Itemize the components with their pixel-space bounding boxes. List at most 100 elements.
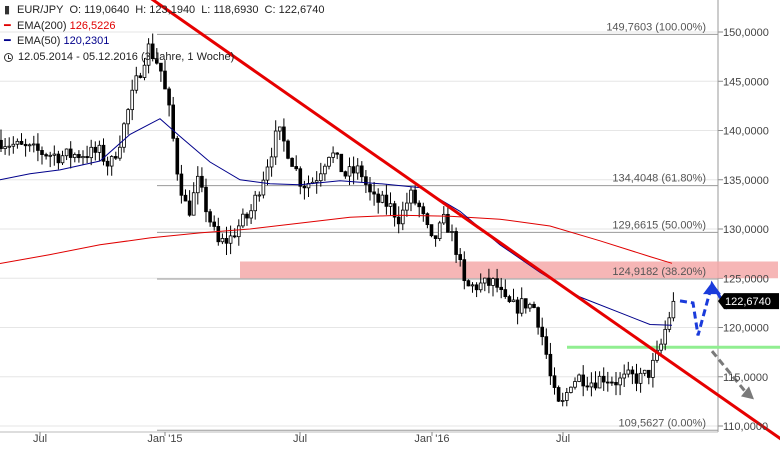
candle bbox=[282, 118, 286, 152]
candle bbox=[85, 145, 89, 164]
candle bbox=[273, 120, 278, 165]
candle bbox=[573, 377, 577, 390]
candle bbox=[540, 317, 544, 346]
candle bbox=[380, 190, 385, 204]
candle bbox=[450, 224, 454, 242]
candle bbox=[454, 227, 458, 263]
legend-open: 119,0640 bbox=[84, 4, 130, 16]
candle bbox=[565, 387, 569, 407]
legend-ema200-label: EMA(200) bbox=[17, 19, 67, 32]
candle bbox=[167, 86, 171, 117]
legend-ema200-row: ━ EMA(200) 126,5226 bbox=[4, 19, 324, 35]
candle bbox=[618, 372, 622, 396]
forecast-up-arrowhead bbox=[703, 282, 721, 295]
candle bbox=[269, 147, 274, 177]
candle bbox=[614, 371, 618, 396]
candle bbox=[671, 292, 676, 322]
candle bbox=[630, 366, 635, 385]
candle bbox=[421, 202, 426, 222]
candle bbox=[474, 282, 479, 298]
candle bbox=[15, 138, 20, 149]
forecast-down-arrowhead bbox=[741, 386, 754, 400]
legend-ema50-row: ━ EMA(50) 120,2301 bbox=[4, 34, 324, 50]
last-price-tag: 122,6740 bbox=[718, 293, 779, 310]
candle bbox=[306, 175, 311, 197]
candle bbox=[175, 135, 180, 181]
candle bbox=[458, 248, 462, 267]
zones bbox=[157, 33, 780, 431]
candle bbox=[253, 190, 258, 220]
candle bbox=[44, 152, 48, 160]
legend-ema200-value: 126,5226 bbox=[69, 19, 116, 32]
axis-labels: 110,0000 115,0000 120,0000 125,0000 130,0000… bbox=[33, 21, 779, 445]
candle bbox=[556, 385, 561, 403]
candle bbox=[331, 146, 335, 164]
indicator-lines bbox=[0, 0, 780, 441]
candles bbox=[0, 33, 676, 407]
candle bbox=[236, 219, 241, 246]
candle bbox=[499, 277, 503, 299]
candle bbox=[560, 392, 565, 407]
fib-level-label: 149,7603 (100.00%) bbox=[606, 21, 706, 33]
legend-close-label: C: bbox=[264, 4, 276, 16]
candle bbox=[491, 277, 495, 297]
fib-level-label: 134,4048 (61.80%) bbox=[612, 173, 706, 185]
candle bbox=[294, 155, 298, 172]
candle bbox=[314, 171, 319, 194]
candle bbox=[409, 186, 413, 212]
candle bbox=[524, 298, 528, 314]
candle bbox=[400, 201, 405, 231]
candle bbox=[159, 62, 163, 82]
candle bbox=[19, 133, 24, 145]
candle bbox=[392, 200, 397, 227]
candle bbox=[56, 150, 61, 170]
candle bbox=[298, 166, 303, 195]
ema200-line-icon: ━ bbox=[4, 19, 11, 32]
candle bbox=[163, 60, 167, 90]
candle bbox=[286, 139, 290, 160]
legend-low: 118,6930 bbox=[213, 4, 259, 16]
candle bbox=[659, 338, 663, 355]
candle bbox=[466, 279, 471, 287]
candle bbox=[384, 184, 389, 215]
candle bbox=[355, 158, 360, 180]
candle bbox=[200, 167, 204, 193]
candle bbox=[647, 369, 651, 385]
y-tick-label: 135,0000 bbox=[723, 175, 769, 187]
candle bbox=[482, 277, 487, 292]
legend-close: 122,6740 bbox=[278, 4, 325, 16]
x-tick-label: Jan '15 bbox=[147, 433, 182, 445]
candle bbox=[519, 287, 524, 317]
candle bbox=[126, 108, 130, 135]
y-tick-label: 130,0000 bbox=[723, 224, 769, 236]
candle bbox=[487, 268, 491, 294]
candle bbox=[634, 363, 639, 392]
candle bbox=[470, 282, 475, 293]
candle bbox=[265, 159, 270, 186]
candle bbox=[359, 161, 364, 183]
candle bbox=[511, 288, 516, 303]
candle bbox=[212, 215, 217, 231]
x-tick-label: Jan '16 bbox=[414, 433, 449, 445]
candle bbox=[396, 206, 401, 234]
candle bbox=[417, 200, 421, 218]
y-tick-label: 140,0000 bbox=[723, 126, 769, 138]
candle bbox=[142, 57, 147, 81]
candle bbox=[261, 171, 266, 199]
candle bbox=[64, 148, 69, 161]
candle bbox=[667, 311, 672, 333]
legend-open-label: O: bbox=[69, 4, 82, 16]
candle bbox=[89, 139, 94, 166]
legend-high-label: H: bbox=[135, 4, 147, 16]
candle bbox=[507, 294, 512, 304]
legend-ema50-label: EMA(50) bbox=[17, 35, 61, 47]
candle bbox=[569, 386, 573, 394]
candle bbox=[515, 296, 520, 325]
candle bbox=[241, 208, 245, 229]
candle bbox=[60, 150, 65, 166]
candle bbox=[405, 192, 409, 217]
y-tick-label: 145,0000 bbox=[723, 76, 769, 88]
candle bbox=[11, 136, 16, 154]
legend-ohlc-row: ▮ EUR/JPY O: 119,0640 H: 123,1940 L: 118… bbox=[4, 3, 324, 19]
fib-level-label: 124,9182 (38.20%) bbox=[612, 266, 706, 278]
